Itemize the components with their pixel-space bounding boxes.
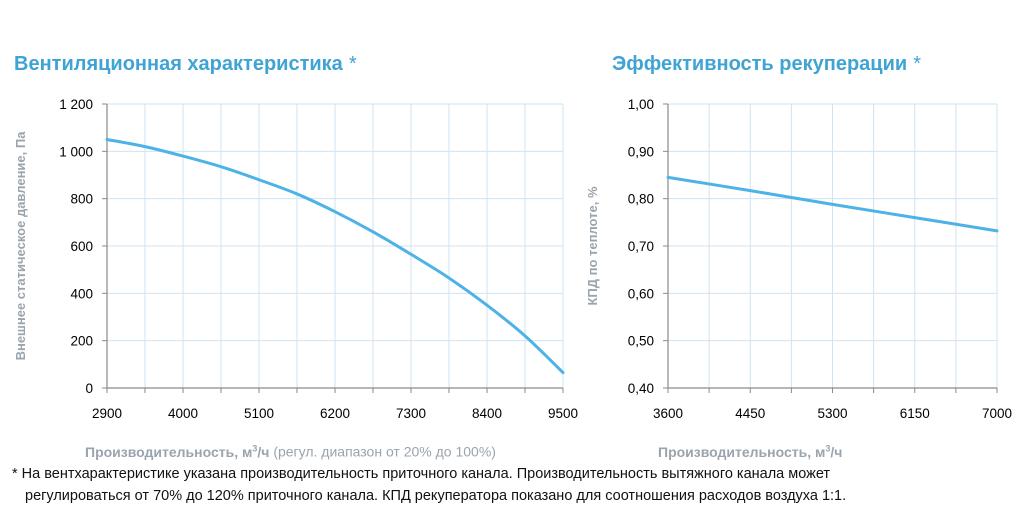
footnote-line-1: * На вентхарактеристике указана производ…: [12, 466, 831, 482]
chart1-series-line: [105, 138, 565, 375]
chart2-x-label-sup: 3: [825, 443, 831, 453]
chart1-x-label-main: Производительность, м: [85, 443, 253, 460]
chart2-title-text: Эффективность рекуперации: [612, 53, 908, 75]
chart2-title: Эффективность рекуперации *: [612, 53, 921, 76]
chart1-x-tick-label: 2900: [92, 406, 122, 421]
chart1-y-tick-label: 600: [70, 239, 93, 254]
chart2-x-label-unit: /ч: [830, 443, 843, 460]
chart1-y-tick-label: 400: [70, 286, 93, 301]
chart2-x-label-main: Производительность, м: [658, 443, 826, 460]
footnote: * На вентхарактеристике указана производ…: [12, 463, 1012, 507]
chart1-y-axis-label: Внешнее статическое давление, Па: [13, 131, 28, 361]
chart1-x-tick-label: 8400: [472, 406, 502, 421]
chart2-y-tick-label: 0,40: [628, 381, 654, 396]
chart2-x-tick-label: 6150: [900, 406, 930, 421]
chart2-y-tick-label: 0,90: [628, 144, 654, 159]
chart1-x-label-unit: /ч: [257, 443, 270, 460]
chart2-y-tick-label: 1,00: [628, 97, 654, 112]
chart1-y-tick-label: 800: [70, 192, 93, 207]
chart1-x-tick-label: 6200: [320, 406, 350, 421]
chart2-series-line: [666, 175, 999, 233]
chart1-x-tick-label: 7300: [396, 406, 426, 421]
chart2-y-tick-label: 0,70: [628, 239, 654, 254]
chart2-y-tick-label: 0,60: [628, 286, 654, 301]
chart2-y-tick-label: 0,80: [628, 192, 654, 207]
chart2-title-mark: *: [913, 53, 921, 75]
chart1-y-tick-label: 200: [70, 334, 93, 349]
chart1-x-label-note: (регул. диапазон от 20% до 100%): [273, 443, 496, 460]
chart2-x-tick-label: 4450: [735, 406, 765, 421]
chart2-x-axis-label: Производительность, м3/ч: [658, 443, 842, 460]
chart1-title: Вентиляционная характеристика *: [14, 53, 357, 76]
chart1-x-tick-label: 9500: [548, 406, 578, 421]
chart1-x-tick-label: 5100: [244, 406, 274, 421]
chart2-y-axis-label: КПД по теплоте, %: [585, 186, 600, 306]
chart1-x-label-sup: 3: [252, 443, 258, 453]
chart1-title-mark: *: [348, 53, 357, 75]
chart1-y-tick-label: 1 000: [59, 144, 93, 159]
chart1-x-tick-label: 4000: [168, 406, 198, 421]
chart1-y-tick-label: 1 200: [59, 97, 93, 112]
chart1-title-text: Вентиляционная характеристика: [14, 53, 343, 75]
chart1-y-tick-label: 0: [85, 381, 93, 396]
chart2-x-tick-label: 3600: [653, 406, 683, 421]
chart2-x-tick-label: 7000: [982, 406, 1012, 421]
footnote-line-2: регулироваться от 70% до 120% приточного…: [25, 488, 847, 504]
chart1-x-axis-label: Производительность, м3/ч (регул. диапазо…: [85, 443, 496, 460]
chart2-y-tick-label: 0,50: [628, 334, 654, 349]
chart2-x-tick-label: 5300: [817, 406, 847, 421]
